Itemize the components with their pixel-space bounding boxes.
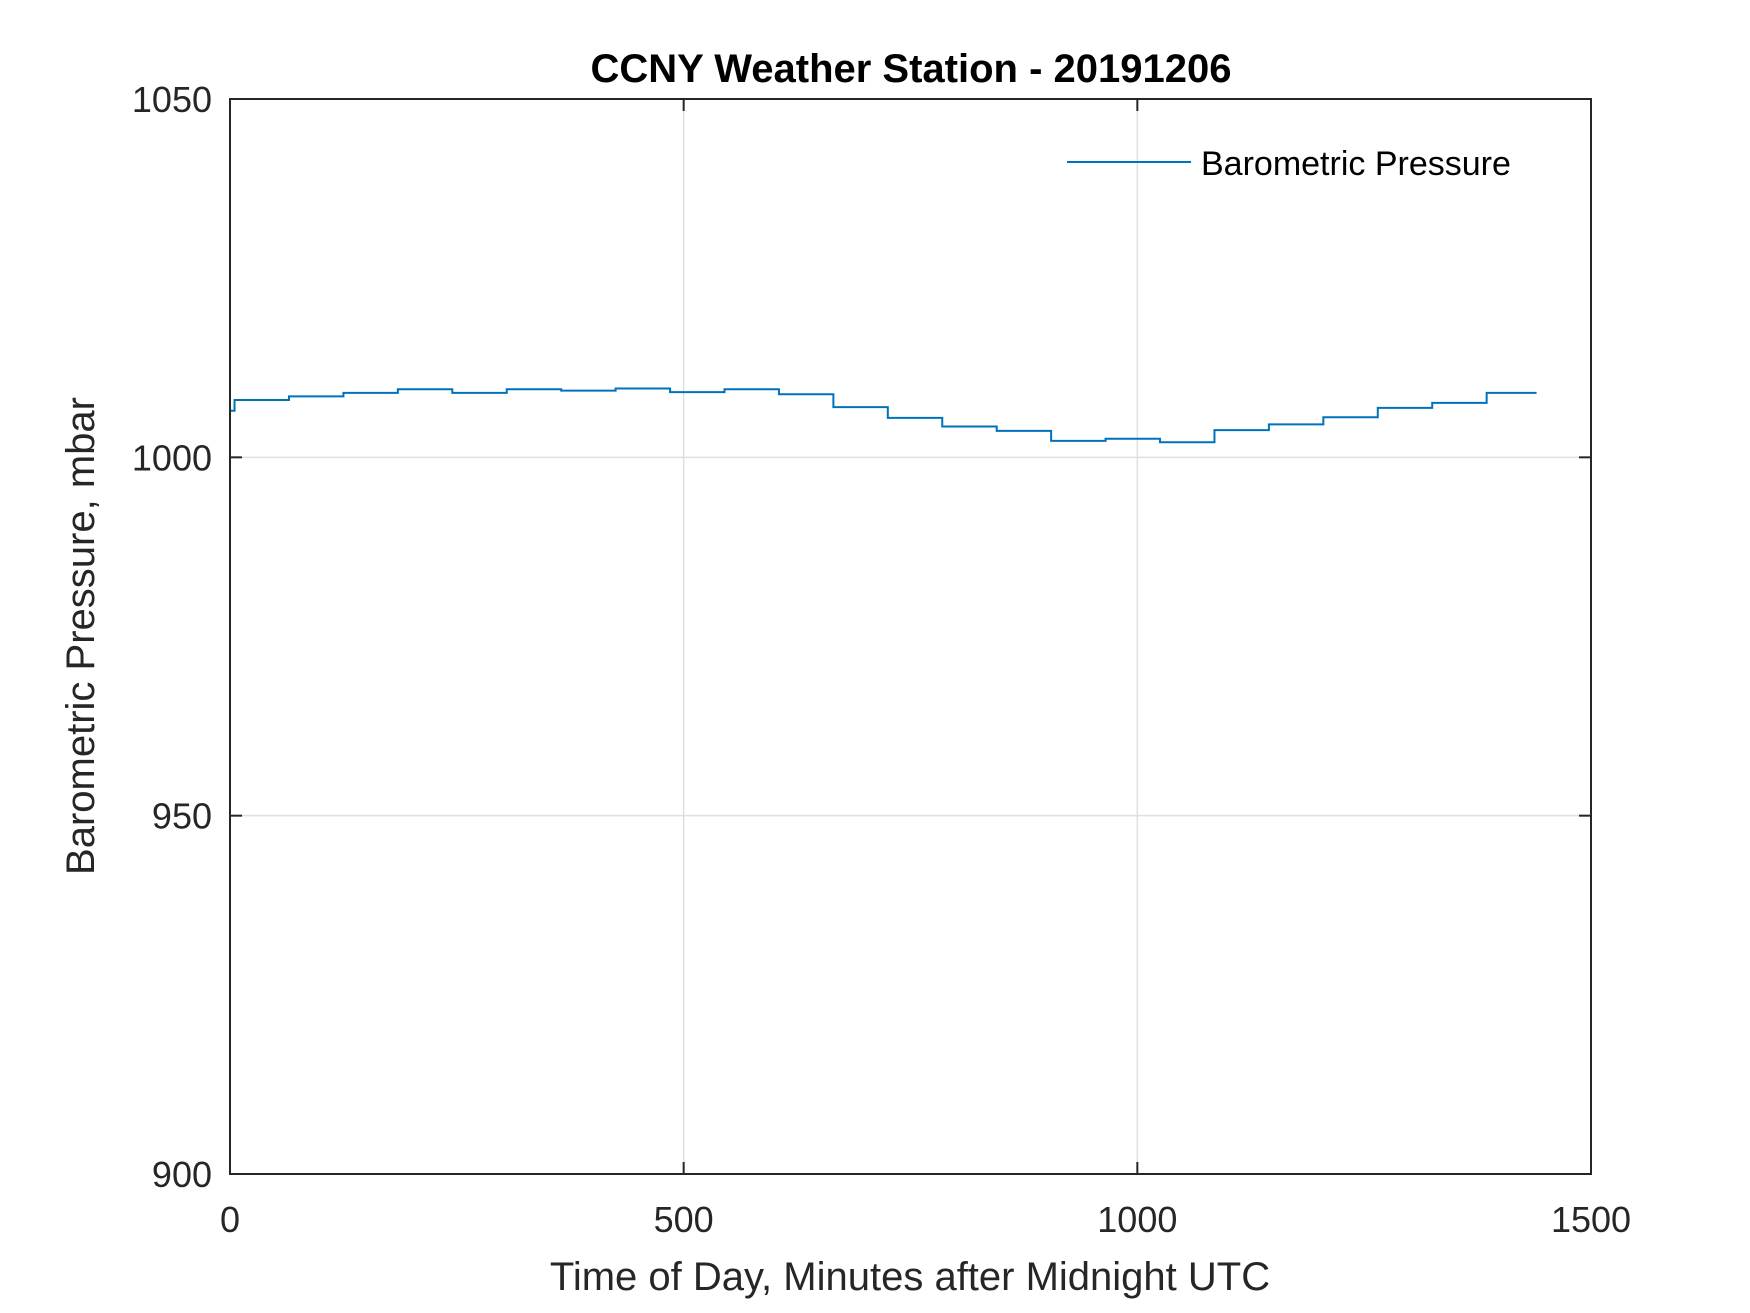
x-tick-label: 500 (654, 1199, 714, 1240)
chart-title: CCNY Weather Station - 20191206 (591, 47, 1232, 91)
y-tick-label: 900 (152, 1154, 212, 1195)
x-tick-label: 1500 (1551, 1199, 1631, 1240)
x-tick-label: 1000 (1097, 1199, 1177, 1240)
y-tick-label: 1050 (132, 79, 212, 120)
legend-label-barometric-pressure: Barometric Pressure (1201, 145, 1511, 183)
x-axis-label: Time of Day, Minutes after Midnight UTC (550, 1255, 1270, 1299)
legend: Barometric Pressure (1067, 145, 1511, 183)
y-tick-label: 950 (152, 796, 212, 837)
series-line-barometric-pressure (230, 387, 1537, 444)
plot-frame (229, 98, 1592, 1175)
x-tick-label: 0 (220, 1199, 240, 1240)
y-axis-label: Barometric Pressure, mbar (59, 397, 103, 875)
axis-ticks (229, 98, 1592, 1175)
y-tick-label: 1000 (132, 437, 212, 478)
